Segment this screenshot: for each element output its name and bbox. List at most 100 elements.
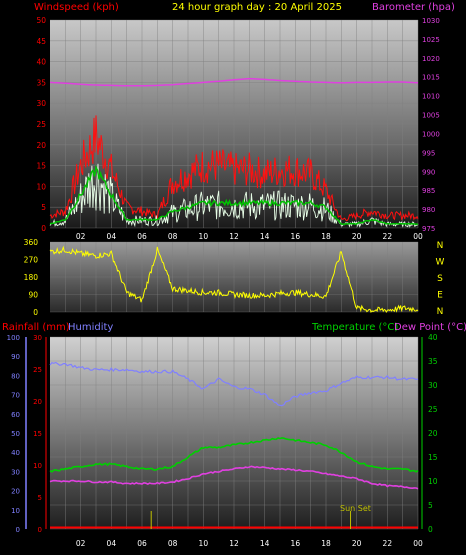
- windspeed-tick-label: 10: [36, 182, 46, 191]
- direction-panel-grid: [50, 241, 419, 313]
- rainfall-tick-label: 20: [33, 398, 42, 406]
- temperature-axis-title: Temperature (°C): [311, 322, 398, 333]
- humidity-tick-label: 100: [7, 334, 20, 342]
- barometer-tick-label: 980: [422, 206, 435, 214]
- barometer-tick-label: 1000: [422, 130, 440, 138]
- hour-tick-label: 04: [107, 232, 117, 241]
- rainfall-tick-label: 15: [33, 430, 42, 438]
- barometer-tick-label: 1010: [422, 93, 440, 101]
- humidity-tick-label: 70: [11, 392, 20, 400]
- temperature-tick-label: 40: [428, 333, 438, 342]
- hour-tick-label: 16: [291, 232, 301, 241]
- rainfall-axis-title: Rainfall (mm): [2, 322, 70, 333]
- temperature-tick-label: 30: [428, 381, 438, 390]
- windspeed-tick-label: 35: [36, 78, 46, 87]
- hour-tick-label: 08: [168, 232, 178, 241]
- temperature-tick-label: 25: [428, 405, 438, 414]
- direction-tick-label: 180: [24, 273, 39, 282]
- temperature-tick-label: 0: [428, 525, 433, 534]
- humidity-tick-label: 20: [11, 488, 20, 496]
- windspeed-tick-label: 45: [36, 37, 46, 46]
- temp-panel-marks: [49, 361, 419, 529]
- hour-tick-label: 10: [199, 539, 209, 548]
- temperature-tick-label: 10: [428, 477, 438, 486]
- barometer-tick-label: 1005: [422, 112, 440, 120]
- humidity-tick-label: 60: [11, 411, 20, 419]
- hour-tick-label: 20: [352, 232, 362, 241]
- hour-tick-label: 06: [137, 539, 147, 548]
- temperature-tick-label: 15: [428, 453, 438, 462]
- humidity-tick-label: 40: [11, 449, 20, 457]
- hour-tick-label: 08: [168, 539, 178, 548]
- sunset-annotation: Sun Set: [340, 504, 371, 513]
- rainfall-tick-label: 10: [33, 462, 42, 470]
- barometer-series-line: [49, 77, 419, 87]
- temperature-tick-label: 5: [428, 501, 433, 510]
- compass-label: S: [437, 274, 443, 284]
- humidity-axis-title: Humidity: [68, 322, 113, 333]
- windspeed-tick-label: 50: [36, 16, 46, 25]
- hour-tick-label: 18: [321, 232, 331, 241]
- compass-label: N: [437, 307, 444, 317]
- hour-tick-label: 12: [229, 232, 239, 241]
- rainfall-tick-label: 30: [33, 334, 42, 342]
- direction-tick-label: 360: [24, 238, 39, 247]
- barometer-tick-label: 975: [422, 225, 435, 233]
- windspeed-tick-label: 20: [36, 141, 46, 150]
- windspeed-tick-label: 25: [36, 120, 46, 129]
- wind-panel-marks: [49, 77, 419, 228]
- windspeed-tick-label: 40: [36, 58, 46, 67]
- windspeed-series-line: [49, 115, 419, 222]
- wind-panel-axes: 0510152025303540455097598098599099510001…: [36, 16, 439, 241]
- humidity-tick-label: 30: [11, 468, 20, 476]
- temperature-tick-label: 20: [428, 429, 438, 438]
- rainfall-tick-label: 5: [38, 494, 42, 502]
- humidity-tick-label: 90: [11, 353, 20, 361]
- hour-tick-label: 20: [352, 539, 362, 548]
- humidity-tick-label: 50: [11, 430, 20, 438]
- hour-tick-label: 14: [260, 232, 270, 241]
- hour-tick-label: 04: [107, 539, 117, 548]
- hour-tick-label: 00: [413, 232, 423, 241]
- hour-tick-label: 10: [199, 232, 209, 241]
- temperature-tick-label: 35: [428, 357, 438, 366]
- rainfall-tick-label: 25: [33, 366, 42, 374]
- barometer-axis-title: Barometer (hpa): [372, 2, 455, 13]
- hour-tick-label: 22: [383, 539, 393, 548]
- compass-label: N: [437, 241, 444, 251]
- barometer-tick-label: 1020: [422, 55, 440, 63]
- hour-tick-label: 02: [76, 539, 86, 548]
- dewpoint-axis-title: Dew Point (°C): [394, 322, 466, 333]
- windspeed-axis-title: Windspeed (kph): [34, 2, 119, 13]
- hour-tick-label: 16: [291, 539, 301, 548]
- hour-tick-label: 12: [229, 539, 239, 548]
- hour-tick-label: 02: [76, 232, 86, 241]
- humidity-tick-label: 80: [11, 372, 20, 380]
- hour-tick-label: 00: [413, 539, 423, 548]
- hour-tick-label: 22: [383, 232, 393, 241]
- direction-panel-marks: [49, 245, 419, 314]
- barometer-tick-label: 990: [422, 168, 435, 176]
- hour-tick-label: 18: [321, 539, 331, 548]
- windspeed-tick-label: 30: [36, 99, 46, 108]
- chart-title: 24 hour graph day : 20 April 2025: [172, 2, 342, 13]
- barometer-tick-label: 985: [422, 187, 435, 195]
- barometer-tick-label: 1030: [422, 17, 440, 25]
- wind-light-series-line: [49, 163, 419, 228]
- barometer-tick-label: 1025: [422, 36, 440, 44]
- rainfall-tick-label: 0: [38, 526, 42, 534]
- dewpoint-series-line: [49, 465, 419, 490]
- humidity-tick-label: 0: [16, 526, 20, 534]
- wind-direction-series-line: [49, 245, 419, 314]
- average-wind-series-line: [49, 164, 419, 226]
- humidity-series-line: [49, 361, 419, 407]
- barometer-tick-label: 1015: [422, 74, 440, 82]
- direction-tick-label: 0: [33, 308, 38, 317]
- direction-tick-label: 90: [28, 291, 38, 300]
- windspeed-tick-label: 15: [36, 162, 46, 171]
- barometer-tick-label: 995: [422, 149, 435, 157]
- temp-panel-axes: 0510152025303540010203040506070809010005…: [7, 333, 438, 548]
- hour-tick-label: 06: [137, 232, 147, 241]
